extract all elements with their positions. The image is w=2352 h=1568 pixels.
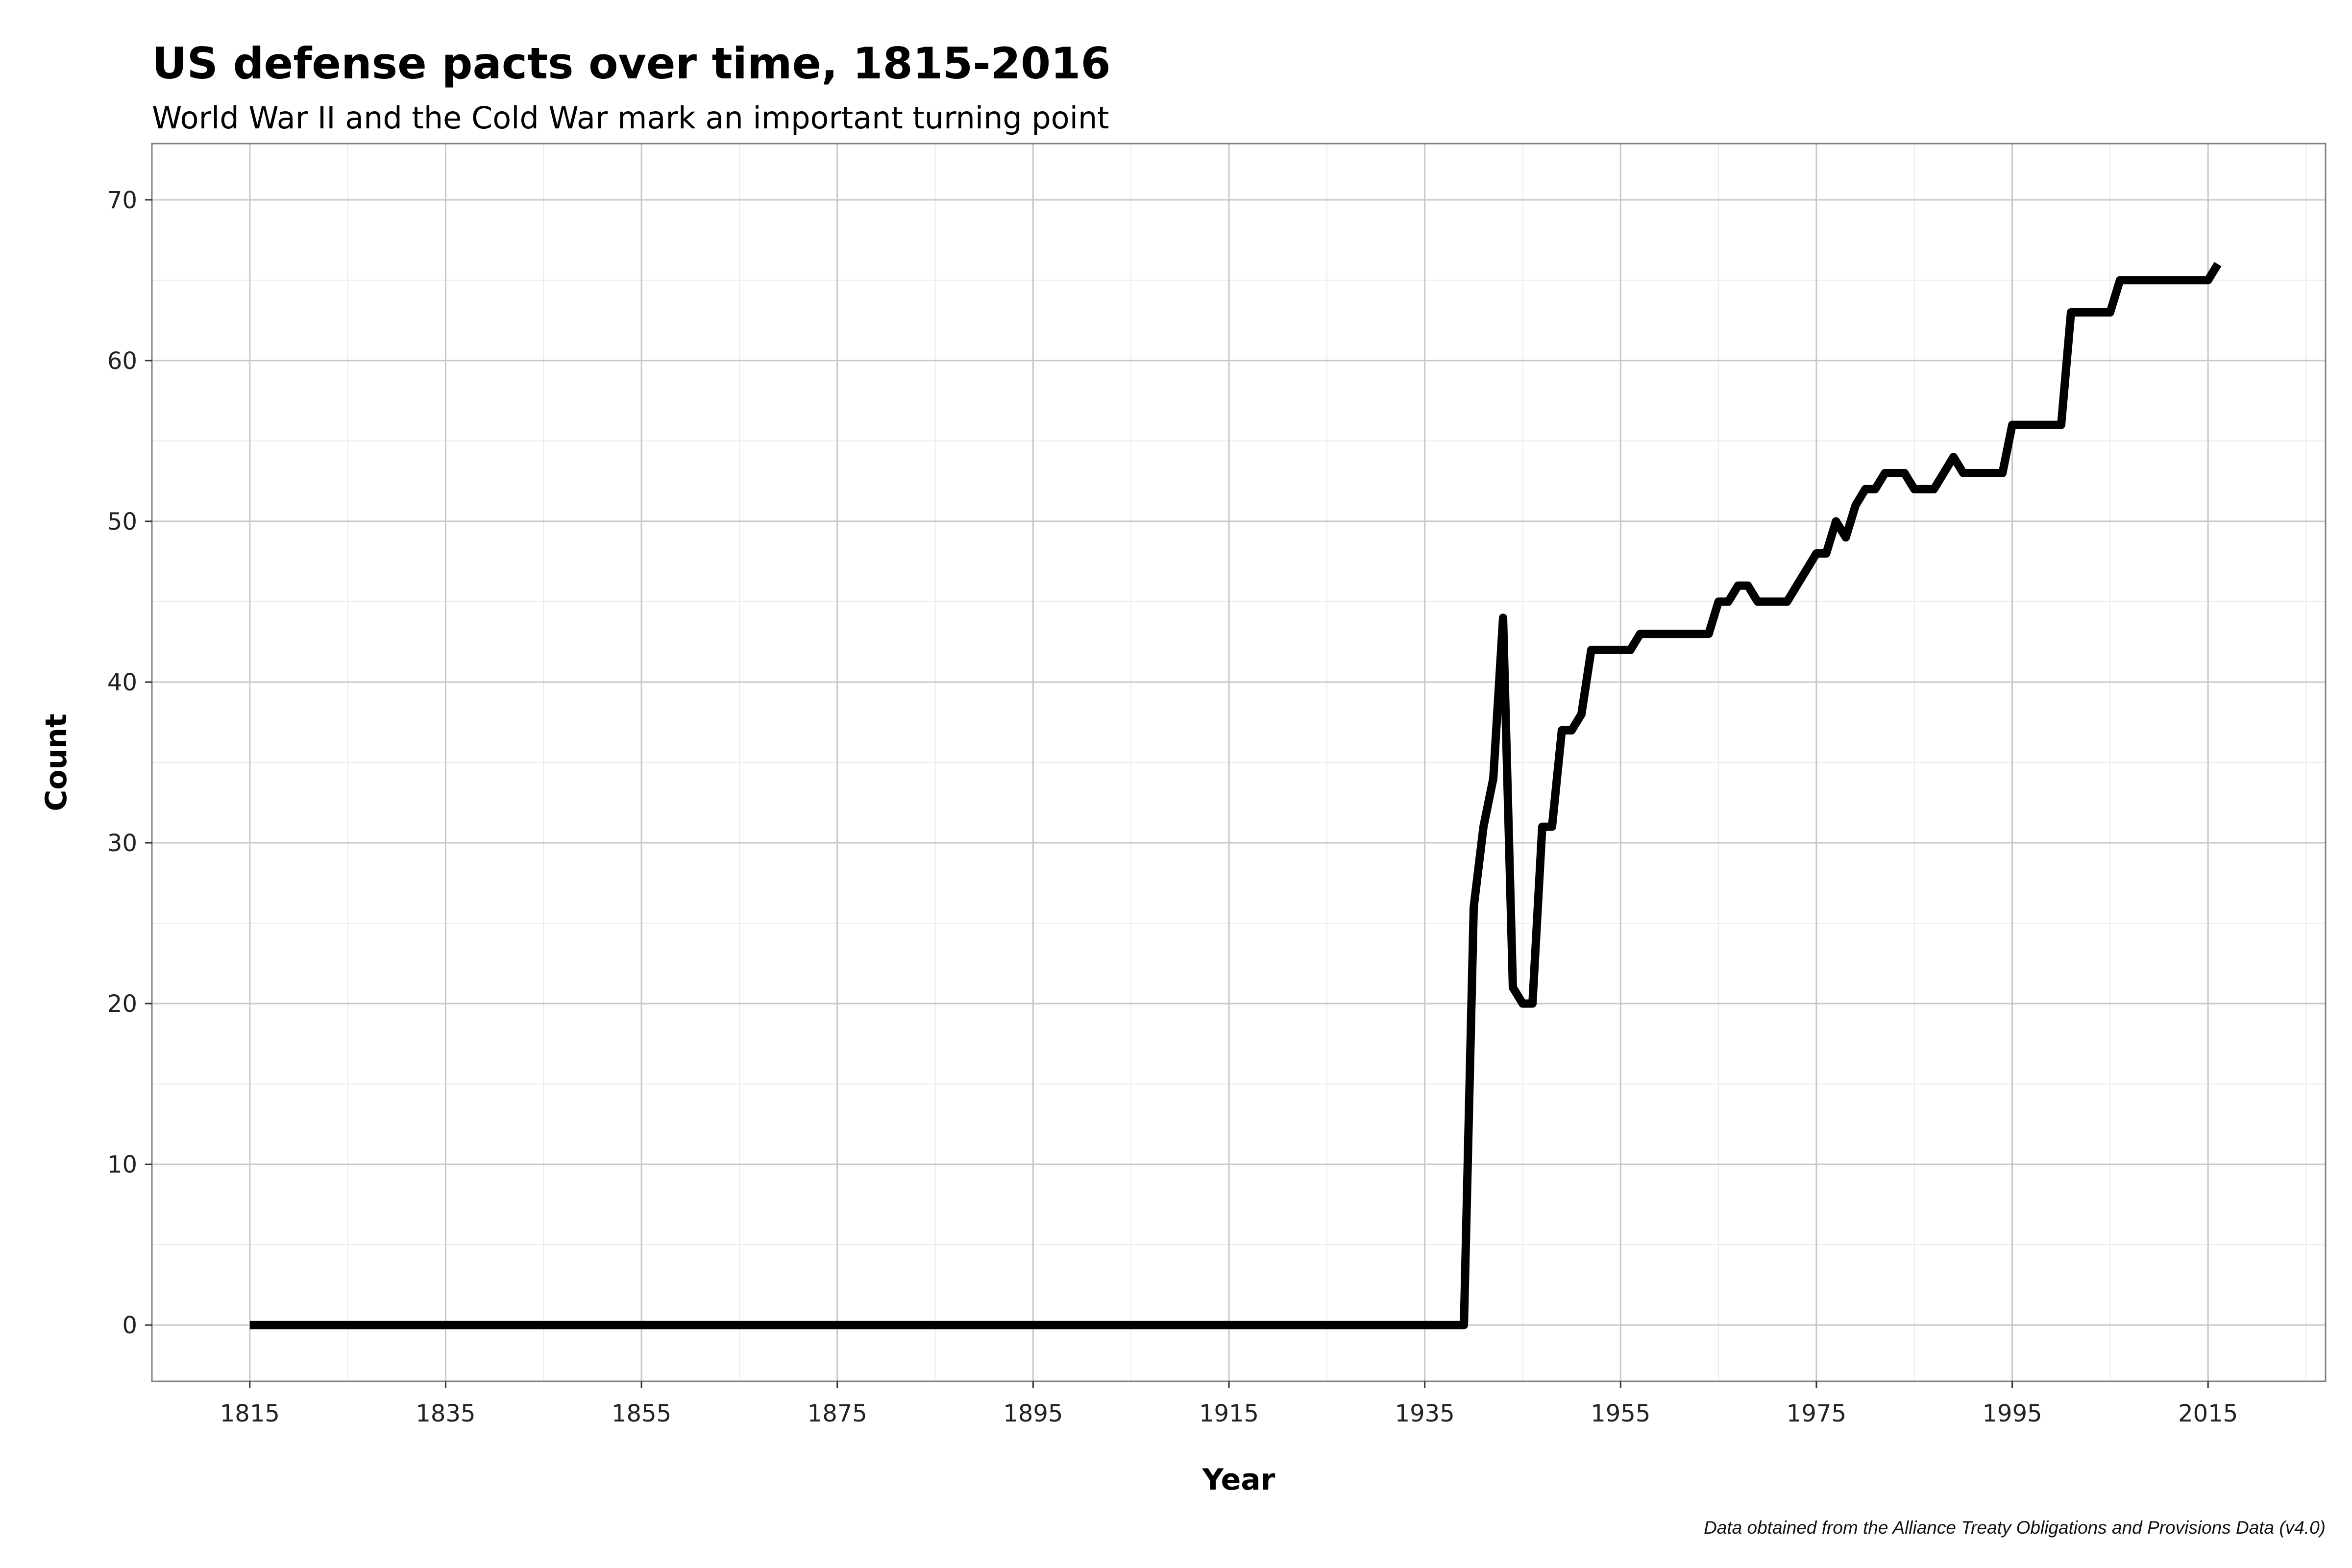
y-tick-label: 0 <box>122 1312 137 1339</box>
y-tick-label: 20 <box>107 990 137 1018</box>
minor-gridlines <box>151 144 2326 1381</box>
y-tick-label: 70 <box>107 187 137 214</box>
x-tick-label: 1855 <box>612 1400 671 1427</box>
x-tick-label: 1835 <box>416 1400 475 1427</box>
x-tick-label: 1815 <box>220 1400 280 1427</box>
x-tick-label: 1875 <box>808 1400 867 1427</box>
x-tick-label: 1975 <box>1787 1400 1846 1427</box>
x-tick-label: 1915 <box>1199 1400 1259 1427</box>
series-line <box>249 262 2222 1329</box>
x-tick-label: 2015 <box>2178 1400 2238 1427</box>
x-tick-label: 1895 <box>1003 1400 1063 1427</box>
y-tick-label: 60 <box>107 347 137 375</box>
y-axis-ticks: 0 10 20 30 40 50 60 70 <box>107 187 152 1339</box>
chart-caption: Data obtained from the Alliance Treaty O… <box>1704 1518 2326 1538</box>
x-tick-label: 1935 <box>1395 1400 1455 1427</box>
chart-title: US defense pacts over time, 1815-2016 <box>152 38 1111 89</box>
x-axis-title: Year <box>1202 1463 1275 1497</box>
y-tick-label: 10 <box>107 1151 137 1178</box>
x-axis-ticks: 1815 1835 1855 1875 1895 1915 1935 1955 1975 1995… <box>220 1381 2238 1427</box>
y-tick-label: 50 <box>107 508 137 536</box>
chart-subtitle: World War II and the Cold War mark an im… <box>152 100 1109 136</box>
y-tick-label: 30 <box>107 830 137 857</box>
y-axis-title: Count <box>39 713 74 811</box>
x-tick-label: 1995 <box>1982 1400 2042 1427</box>
x-tick-label: 1955 <box>1591 1400 1650 1427</box>
plot-panel-border <box>151 143 2327 1382</box>
y-tick-label: 40 <box>107 669 137 696</box>
